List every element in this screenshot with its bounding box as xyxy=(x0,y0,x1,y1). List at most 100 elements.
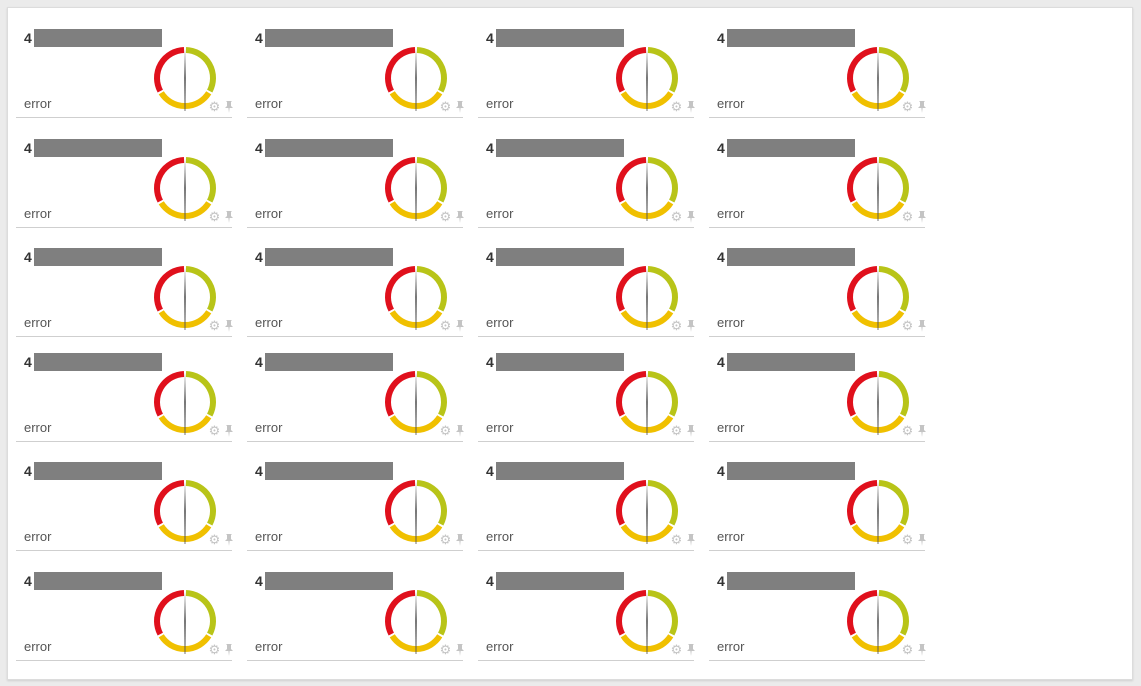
gauge-needle xyxy=(184,591,186,654)
gauge-tile[interactable]: 4 error ⚙ xyxy=(478,462,696,551)
gauge-tile[interactable]: 4 error ⚙ xyxy=(247,29,465,118)
pin-icon[interactable] xyxy=(224,425,234,437)
pin-icon[interactable] xyxy=(686,534,696,546)
gear-icon[interactable]: ⚙ xyxy=(439,318,452,333)
pin-icon[interactable] xyxy=(917,101,927,113)
gauge-tile[interactable]: 4 error ⚙ xyxy=(478,139,696,228)
gear-icon[interactable]: ⚙ xyxy=(901,423,914,438)
gauge-needle xyxy=(415,591,417,654)
gauge-tile[interactable]: 4 error ⚙ xyxy=(16,139,234,228)
pin-icon[interactable] xyxy=(686,425,696,437)
gauge-tile[interactable]: 4 error ⚙ xyxy=(709,353,927,442)
gauge-tile[interactable]: 4 error ⚙ xyxy=(478,248,696,337)
gauge-segment-good xyxy=(878,266,909,312)
gear-icon[interactable]: ⚙ xyxy=(439,99,452,114)
gear-icon[interactable]: ⚙ xyxy=(439,209,452,224)
gauge-tile[interactable]: 4 error ⚙ xyxy=(247,462,465,551)
gauge-tile[interactable]: 4 error ⚙ xyxy=(709,139,927,228)
gear-icon[interactable]: ⚙ xyxy=(208,318,221,333)
gauge-tile[interactable]: 4 error ⚙ xyxy=(709,248,927,337)
pin-icon[interactable] xyxy=(224,534,234,546)
pin-icon[interactable] xyxy=(686,101,696,113)
gear-icon[interactable]: ⚙ xyxy=(901,532,914,547)
gear-icon[interactable]: ⚙ xyxy=(670,532,683,547)
gear-icon[interactable]: ⚙ xyxy=(901,209,914,224)
gear-icon[interactable]: ⚙ xyxy=(439,642,452,657)
gear-icon[interactable]: ⚙ xyxy=(901,642,914,657)
gauge-segment-good xyxy=(416,266,447,312)
gauge-tile[interactable]: 4 error ⚙ xyxy=(247,572,465,661)
gauge-tile[interactable]: 4 error ⚙ xyxy=(247,139,465,228)
pin-icon[interactable] xyxy=(224,320,234,332)
redacted-title-block xyxy=(265,139,393,157)
gauge-tile[interactable]: 4 error ⚙ xyxy=(478,353,696,442)
gear-icon[interactable]: ⚙ xyxy=(670,318,683,333)
status-label: error xyxy=(24,639,52,654)
redacted-title-block xyxy=(265,572,393,590)
gear-icon[interactable]: ⚙ xyxy=(439,423,452,438)
redacted-title-block xyxy=(265,29,393,47)
gauge-tile[interactable]: 4 error ⚙ xyxy=(709,572,927,661)
gauge-tile[interactable]: 4 error ⚙ xyxy=(16,29,234,118)
pin-icon[interactable] xyxy=(455,425,465,437)
gauge-tile[interactable]: 4 error ⚙ xyxy=(478,29,696,118)
pin-icon[interactable] xyxy=(224,211,234,223)
status-label: error xyxy=(24,420,52,435)
pin-icon[interactable] xyxy=(686,644,696,656)
gauge-needle xyxy=(877,158,879,221)
gauge-segment-critical xyxy=(616,266,647,312)
gear-icon[interactable]: ⚙ xyxy=(670,99,683,114)
gear-icon[interactable]: ⚙ xyxy=(208,642,221,657)
gauge-tile[interactable]: 4 error ⚙ xyxy=(247,353,465,442)
gear-icon[interactable]: ⚙ xyxy=(670,209,683,224)
pin-icon[interactable] xyxy=(917,425,927,437)
pin-icon[interactable] xyxy=(224,101,234,113)
gear-icon[interactable]: ⚙ xyxy=(208,532,221,547)
gauge-chart xyxy=(154,590,216,654)
gauge-chart xyxy=(616,157,678,221)
redacted-title-block xyxy=(265,248,393,266)
gear-icon[interactable]: ⚙ xyxy=(901,99,914,114)
pin-icon[interactable] xyxy=(917,534,927,546)
pin-icon[interactable] xyxy=(455,101,465,113)
pin-icon[interactable] xyxy=(455,644,465,656)
status-label: error xyxy=(255,529,283,544)
pin-icon[interactable] xyxy=(224,644,234,656)
gear-icon[interactable]: ⚙ xyxy=(208,99,221,114)
gauge-tile[interactable]: 4 error ⚙ xyxy=(709,29,927,118)
gear-icon[interactable]: ⚙ xyxy=(901,318,914,333)
gauge-segment-good xyxy=(185,480,216,526)
gauge-needle xyxy=(184,158,186,221)
pin-icon[interactable] xyxy=(917,320,927,332)
gauge-tile[interactable]: 4 error ⚙ xyxy=(16,572,234,661)
gear-icon[interactable]: ⚙ xyxy=(208,209,221,224)
gauge-tile[interactable]: 4 error ⚙ xyxy=(16,462,234,551)
gear-icon[interactable]: ⚙ xyxy=(670,642,683,657)
pin-icon[interactable] xyxy=(686,320,696,332)
pin-icon[interactable] xyxy=(917,644,927,656)
gear-icon[interactable]: ⚙ xyxy=(439,532,452,547)
gauge-needle xyxy=(415,267,417,330)
pin-icon[interactable] xyxy=(455,211,465,223)
gauge-tile[interactable]: 4 error ⚙ xyxy=(16,248,234,337)
tile-title: 4 xyxy=(24,463,32,479)
gauge-chart xyxy=(847,157,909,221)
pin-icon[interactable] xyxy=(455,320,465,332)
gauge-segment-critical xyxy=(847,266,878,312)
gauge-tile[interactable]: 4 error ⚙ xyxy=(247,248,465,337)
tile-title: 4 xyxy=(717,463,725,479)
pin-icon[interactable] xyxy=(917,211,927,223)
gauge-tile[interactable]: 4 error ⚙ xyxy=(709,462,927,551)
gauge-segment-critical xyxy=(154,266,185,312)
gauge-needle xyxy=(184,372,186,435)
pin-icon[interactable] xyxy=(455,534,465,546)
pin-icon[interactable] xyxy=(686,211,696,223)
gear-icon[interactable]: ⚙ xyxy=(208,423,221,438)
gauge-chart xyxy=(847,480,909,544)
gear-icon[interactable]: ⚙ xyxy=(670,423,683,438)
gauge-tile[interactable]: 4 error ⚙ xyxy=(16,353,234,442)
gauge-segment-good xyxy=(416,590,447,636)
tile-title: 4 xyxy=(255,30,263,46)
gauge-tile[interactable]: 4 error ⚙ xyxy=(478,572,696,661)
tile-title: 4 xyxy=(717,30,725,46)
